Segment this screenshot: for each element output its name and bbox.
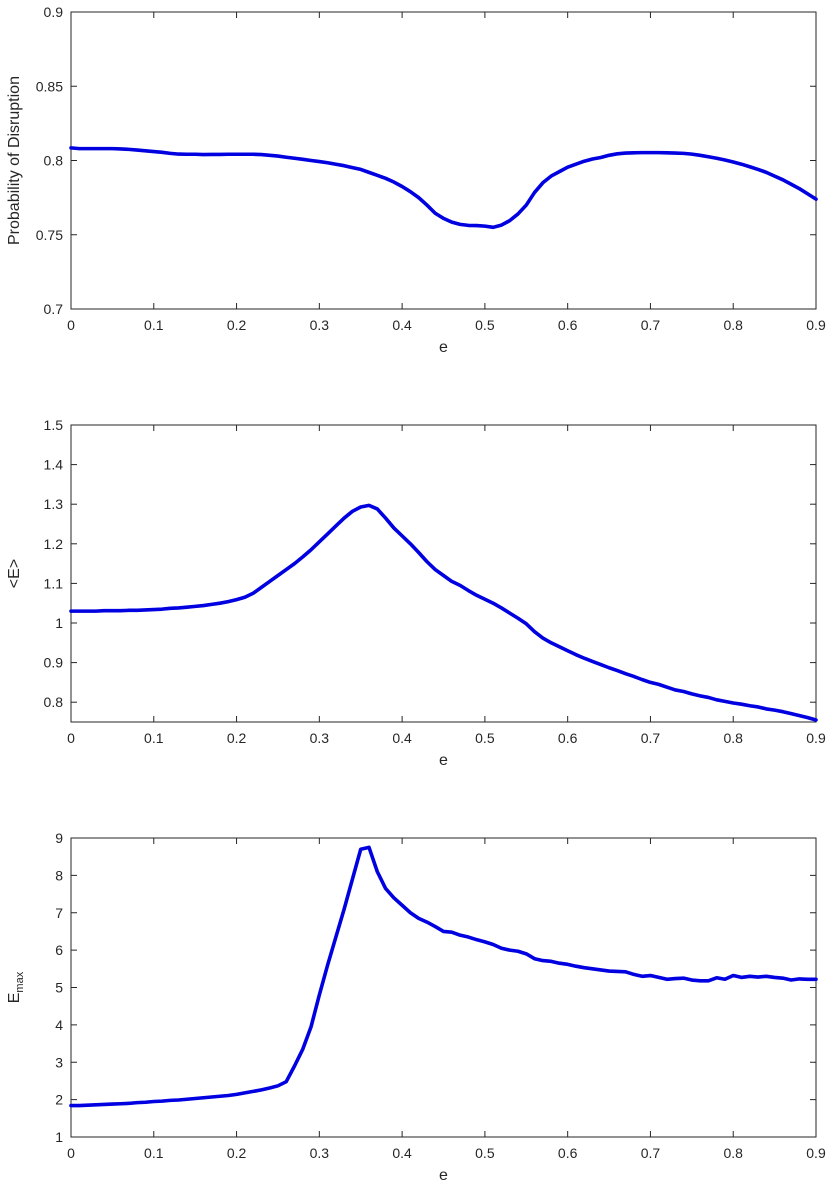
x-tick-label: 0.7 [641,317,661,333]
x-tick-label: 0.5 [475,730,495,746]
y-tick-label: 1.5 [44,417,64,433]
axes-frame [70,11,817,310]
x-tick-label: 0.6 [558,317,578,333]
x-tick-label: 0.8 [723,317,743,333]
x-tick-label: 0.5 [475,1145,495,1161]
y-tick-label: 1 [55,615,63,631]
y-tick-label: 7 [55,905,63,921]
x-tick-label: 0 [67,730,75,746]
x-tick-label: 0.9 [806,317,826,333]
series-line-1 [69,845,818,1108]
y-axis-label: Probability of Disruption [6,76,23,245]
y-tick-label: 0.85 [36,78,63,94]
y-tick-label: 4 [55,1017,63,1033]
y-tick-label: 1.2 [44,536,64,552]
y-tick-label: 1.1 [44,575,64,591]
x-tick-label: 0.4 [392,1145,412,1161]
y-tick-label: 5 [55,980,63,996]
x-tick-label: 0.6 [558,730,578,746]
x-tick-label: 0.7 [641,1145,661,1161]
x-tick-label: 0.4 [392,730,412,746]
x-tick-label: 0.4 [392,317,412,333]
y-axis-label: <E> [6,559,23,588]
x-tick-label: 0.3 [310,730,330,746]
axes-frame [70,837,817,1138]
y-tick-label: 1 [55,1129,63,1145]
y-tick-label: 0.75 [36,227,63,243]
x-tick-label: 0.9 [806,1145,826,1161]
x-tick-label: 0 [67,1145,75,1161]
x-tick-label: 0.3 [310,317,330,333]
x-axis-label: e [439,1167,448,1184]
x-tick-label: 0 [67,317,75,333]
x-tick-label: 0.6 [558,1145,578,1161]
x-tick-label: 0.8 [723,1145,743,1161]
y-tick-label: 0.8 [44,694,64,710]
x-tick-label: 0.7 [641,730,661,746]
x-tick-label: 0.2 [227,317,247,333]
y-axis-label-subscript: max [14,971,26,992]
x-tick-label: 0.1 [144,317,164,333]
chart-panel-3: 0 0.1 0.2 0.3 0.4 0.5 0.6 0.7 0.8 0.9 1 2 3 4 5 6 7 8 9 e Em… [6,830,826,1184]
x-tick-label: 0.3 [310,1145,330,1161]
y-tick-label: 3 [55,1054,63,1070]
axes-frame [70,424,817,723]
y-tick-label: 1.4 [44,457,64,473]
series-line-1 [69,146,818,230]
chart-panel-1: 0 0.1 0.2 0.3 0.4 0.5 0.6 0.7 0.8 0.9 0.7 0.75 0.8 0.… [6,4,826,356]
x-tick-label: 0.1 [144,1145,164,1161]
y-tick-label: 0.8 [44,153,64,169]
y-tick-label: 8 [55,867,63,883]
x-tick-label: 0.2 [227,1145,247,1161]
y-tick-label: 0.7 [44,301,64,317]
y-tick-label: 0.9 [44,4,64,20]
y-tick-label: 0.9 [44,655,64,671]
x-tick-label: 0.9 [806,730,826,746]
x-axis-label: e [439,339,448,356]
y-tick-label: 2 [55,1092,63,1108]
y-tick-label: 9 [55,830,63,846]
x-tick-label: 0.8 [723,730,743,746]
y-axis-label: Emax [6,971,26,1003]
x-axis-label: e [439,752,448,769]
y-tick-label: 1.3 [44,496,64,512]
y-tick-label: 6 [55,942,63,958]
series-line-1 [69,503,818,722]
chart-panel-2: 0 0.1 0.2 0.3 0.4 0.5 0.6 0.7 0.8 0.9 0.8 0.9 1 1.1 1.… [6,417,826,769]
x-tick-label: 0.5 [475,317,495,333]
x-tick-label: 0.1 [144,730,164,746]
x-tick-label: 0.2 [227,730,247,746]
